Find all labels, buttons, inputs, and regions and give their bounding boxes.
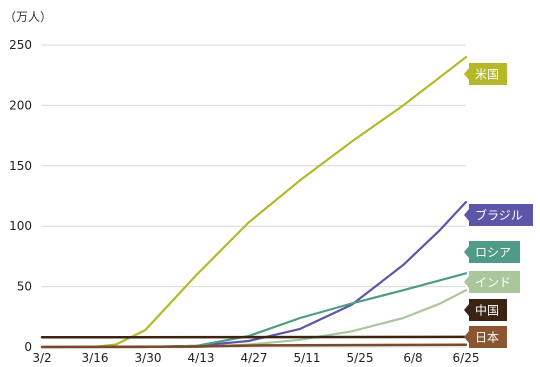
x-tick-label: 4/13: [188, 351, 215, 365]
label-box: [469, 299, 507, 321]
series-label-4: 中国: [464, 299, 507, 321]
label-text: 日本: [475, 331, 499, 345]
y-tick-label: 250: [9, 38, 32, 52]
label-box: [469, 63, 507, 85]
series-label-3: インド: [464, 271, 520, 293]
series-label-5: 日本: [464, 326, 507, 348]
x-tick-labels: 3/2 3/16 3/30 4/13 4/27 5/11 5/25 6/8 6/25: [32, 351, 479, 365]
label-pointer: [464, 246, 469, 258]
label-text: ロシア: [475, 246, 511, 260]
y-tick-label: 200: [9, 98, 32, 112]
label-pointer: [464, 68, 469, 80]
x-tick-label: 3/16: [82, 351, 109, 365]
series-label-1: ブラジル: [464, 204, 533, 226]
y-tick-label: 150: [9, 159, 32, 173]
series-lines: [40, 55, 468, 349]
label-text: ブラジル: [475, 208, 523, 223]
series-line-1: [40, 200, 468, 349]
label-box: [469, 204, 533, 226]
x-tick-label: 5/11: [294, 351, 321, 365]
series-line-0: [40, 55, 468, 349]
label-box: [469, 241, 520, 263]
label-box: [469, 271, 520, 293]
x-tick-label: 3/30: [135, 351, 162, 365]
x-tick-label: 5/25: [347, 351, 374, 365]
x-tick-label: 4/27: [241, 351, 268, 365]
label-pointer: [464, 276, 469, 288]
x-tick-label: 6/25: [453, 351, 480, 365]
label-box: [469, 326, 507, 348]
label-text: インド: [475, 276, 511, 290]
label-pointer: [464, 209, 469, 221]
label-text: 中国: [475, 303, 499, 318]
label-text: 米国: [475, 68, 499, 82]
y-tick-label: 100: [9, 219, 32, 233]
x-tick-label: 6/8: [403, 351, 422, 365]
y-tick-labels: 0 50 100 150 200 250: [9, 38, 32, 354]
y-axis-unit-label: （万人）: [4, 10, 52, 24]
label-pointer: [464, 304, 469, 316]
y-tick-label: 0: [24, 340, 32, 354]
series-label-0: 米国: [464, 63, 507, 85]
grid-lines: [42, 44, 466, 348]
label-pointer: [464, 331, 469, 343]
x-tick-label: 3/2: [32, 351, 51, 365]
y-tick-label: 50: [17, 280, 32, 294]
series-label-2: ロシア: [464, 241, 520, 263]
series-line-5: [40, 343, 468, 349]
